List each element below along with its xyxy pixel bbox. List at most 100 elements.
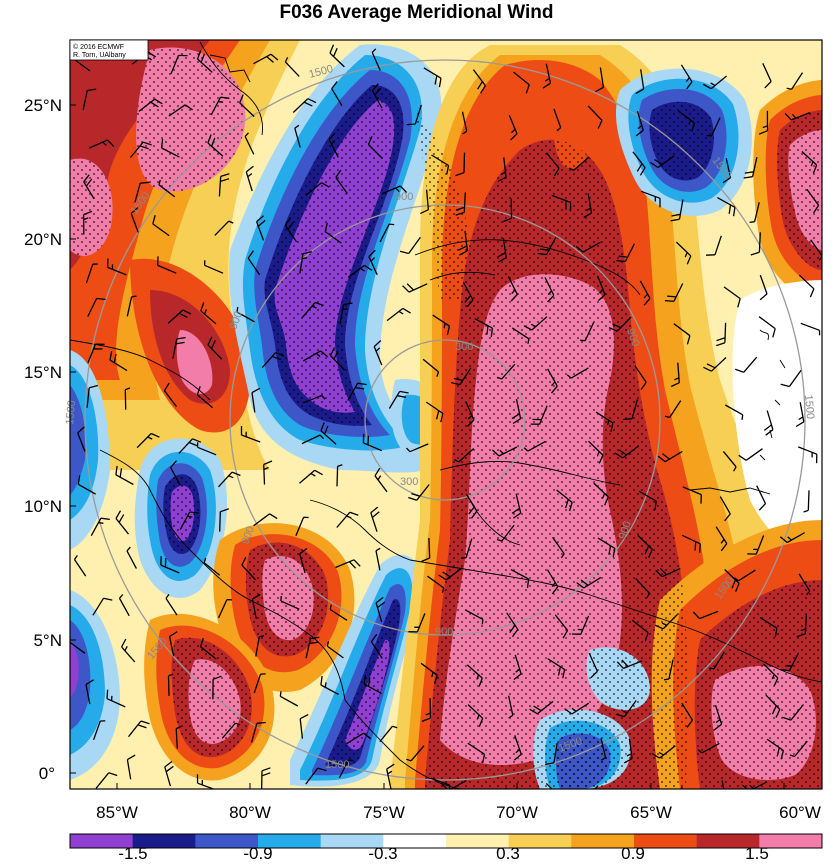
wind-barb-flag (511, 507, 520, 514)
colorbar-swatch (320, 834, 384, 848)
wind-barb-flag (583, 212, 592, 219)
wind-barb-flag (715, 718, 721, 724)
wind-barb-flag (523, 447, 529, 452)
wind-barb-flag (89, 384, 99, 389)
wind-barb-flag (551, 381, 556, 387)
wind-barb-flag (590, 670, 598, 679)
wind-barb-flag (750, 251, 760, 256)
wind-barb-flag (425, 712, 431, 716)
wind-barb-flag (119, 468, 123, 478)
wind-barb-flag (83, 217, 89, 221)
wind-barb-flag (735, 583, 740, 592)
wind-barb (637, 534, 653, 550)
wind-barb (320, 430, 337, 445)
wind-barb (388, 391, 401, 409)
wind-barb-flag (623, 758, 633, 764)
wind-barb-flag (511, 128, 516, 134)
wind-barb-flag (654, 624, 664, 630)
wind-barb-flag (263, 460, 273, 466)
wind-barb (668, 659, 674, 680)
wind-barb (631, 399, 639, 419)
wind-barb-flag (513, 673, 522, 681)
wind-barb (218, 471, 233, 488)
wind-barb-flag (512, 512, 522, 519)
wind-barb-flag (616, 661, 624, 669)
colorbar-swatch (195, 834, 259, 848)
wind-barb-flag (467, 419, 475, 427)
wind-barb-flag (165, 594, 170, 599)
wind-barb-flag (443, 323, 446, 329)
wind-barb (163, 390, 178, 407)
wind-barb (501, 363, 516, 380)
wind-barb-flag (655, 569, 663, 578)
wind-barb (431, 154, 449, 167)
wind-barb-flag (602, 493, 606, 499)
wind-barb-flag (744, 171, 754, 174)
wind-barb (178, 438, 193, 454)
wind-barb (423, 67, 442, 79)
wind-barb (804, 613, 808, 634)
wind-barb-flag (459, 250, 468, 256)
wind-barb-flag (328, 132, 336, 141)
wind-barb (498, 446, 518, 457)
wind-barb-flag (187, 515, 193, 518)
wind-barb-flag (795, 421, 805, 428)
wind-barb (628, 738, 633, 759)
wind-barb-flag (353, 559, 361, 567)
lon-label-65w: 65°W (630, 803, 672, 822)
wind-barb (466, 664, 483, 679)
wind-barb (95, 772, 110, 789)
wind-barb (219, 511, 221, 532)
wind-barb-flag (710, 82, 716, 87)
wind-barb-flag (441, 783, 449, 789)
wind-barb (347, 264, 365, 278)
wind-barb-flag (392, 725, 398, 729)
wind-barb-flag (786, 665, 792, 667)
wind-barb-flag (147, 51, 157, 58)
wind-barb-flag (597, 294, 606, 302)
wind-barb-flag (102, 141, 107, 147)
wind-barb-flag (399, 250, 409, 255)
wind-barb (794, 740, 808, 757)
wind-barb-flag (245, 165, 254, 173)
wind-barb (167, 675, 170, 696)
wind-barb (790, 704, 805, 721)
colorbar-swatch (696, 834, 760, 848)
wind-barb-flag (497, 176, 507, 182)
wind-barb (759, 617, 778, 629)
wind-barb (284, 225, 298, 243)
wind-barb (200, 310, 217, 325)
wind-barb (422, 358, 439, 373)
wind-barb (587, 105, 603, 121)
wind-barb-flag (163, 382, 170, 392)
wind-barb (247, 257, 261, 276)
wind-barb-flag (515, 668, 520, 673)
wind-barb (503, 157, 507, 178)
wind-barb (597, 537, 616, 549)
wind-barb-flag (386, 763, 395, 770)
wind-barb-flag (399, 185, 408, 193)
wind-barb (165, 598, 178, 616)
wind-barb-flag (643, 293, 649, 299)
wind-barb-flag (685, 77, 690, 82)
wind-barb (635, 577, 650, 594)
wind-barb-flag (371, 48, 377, 53)
wind-barb (531, 316, 548, 331)
wind-barb-flag (562, 630, 569, 639)
wind-barb-flag (658, 751, 664, 756)
lon-label-75w: 75°W (363, 803, 405, 822)
wind-barb-flag (557, 798, 561, 806)
wind-barb-flag (256, 721, 266, 724)
wind-barb-flag (758, 503, 766, 511)
wind-barb (806, 188, 820, 206)
wind-barb-flag (348, 759, 354, 762)
wind-barb-flag (771, 705, 777, 715)
wind-barb (753, 202, 760, 222)
wind-barb-flag (126, 546, 131, 552)
wind-barb (386, 768, 392, 789)
ring-label-1500-e: 1500 (802, 394, 816, 419)
wind-barb-flag (315, 352, 321, 358)
wind-barb (593, 482, 609, 498)
wind-barb-flag (478, 677, 483, 687)
wind-barb (136, 433, 152, 449)
